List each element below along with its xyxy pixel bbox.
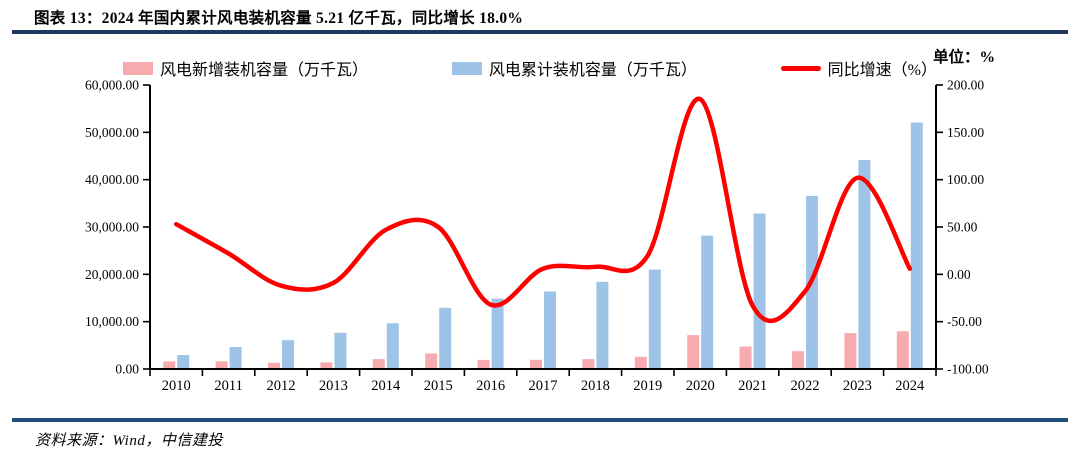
bar-new-2013 [320, 362, 333, 369]
right-tick-label: -50.00 [947, 314, 982, 329]
bar-new-2014 [372, 359, 385, 369]
bar-new-2019 [634, 356, 647, 369]
right-tick-label: 0.00 [947, 267, 971, 282]
legend-item-cumulative-capacity: 风电累计装机容量（万千瓦） [451, 56, 697, 80]
footer-separator-rule [12, 418, 1068, 422]
bar-cum-2013 [334, 332, 347, 369]
left-tick-label: 0.00 [115, 362, 139, 377]
bar-new-2011 [215, 361, 228, 369]
bar-cum-2024 [910, 122, 923, 369]
x-tick-label-2013: 2013 [319, 378, 348, 394]
bar-cum-2021 [753, 213, 766, 369]
bar-cum-2015 [439, 307, 452, 369]
x-tick-label-2012: 2012 [267, 378, 296, 394]
bar-cum-2014 [386, 323, 399, 369]
x-tick-label-2023: 2023 [843, 378, 872, 394]
x-tick-label-2020: 2020 [686, 378, 715, 394]
bar-new-2017 [530, 359, 542, 369]
x-tick-label-2010: 2010 [162, 378, 191, 394]
legend-item-growth-rate: 同比增速（%） [780, 56, 937, 80]
right-tick-label: 50.00 [947, 220, 978, 235]
x-axis-labels: 2010 2011 2012 2013 2014 2015 2016 2017 2018 2019… [162, 378, 925, 394]
left-tick-label: 10,000.00 [85, 314, 139, 329]
bar-new-2024 [896, 331, 909, 369]
bar-new-2010 [163, 361, 176, 369]
legend-swatch-growth-rate [780, 65, 821, 71]
title-separator-rule [12, 30, 1068, 34]
source-note: 资料来源：Wind，中信建投 [35, 433, 223, 449]
new-capacity-bars [163, 331, 909, 369]
legend-label-growth-rate: 同比增速（%） [827, 62, 937, 79]
unit-label: 单位：% [933, 49, 996, 66]
bar-new-2015 [425, 353, 438, 369]
x-tick-label-2022: 2022 [791, 378, 820, 394]
axes [149, 85, 937, 370]
bar-cum-2019 [648, 269, 661, 369]
x-tick-label-2014: 2014 [371, 378, 401, 394]
bar-new-2020 [687, 335, 700, 369]
bar-cum-2012 [282, 340, 294, 369]
bar-cum-2018 [596, 281, 609, 369]
bar-cum-2023 [858, 160, 871, 369]
right-tick-label: 150.00 [947, 125, 984, 140]
bar-new-2023 [844, 333, 857, 369]
legend-label-new-capacity: 风电新增装机容量（万千瓦） [160, 62, 369, 79]
x-tick-label-2011: 2011 [214, 378, 242, 394]
x-tick-label-2024: 2024 [895, 378, 925, 394]
bar-new-2018 [582, 359, 595, 369]
growth-line [173, 96, 913, 323]
bar-new-2016 [477, 359, 490, 369]
x-tick-label-2016: 2016 [476, 378, 505, 394]
x-tick-label-2015: 2015 [424, 378, 453, 394]
cumulative-capacity-bars [177, 122, 923, 369]
bar-cum-2017 [544, 291, 556, 369]
chart-legend: 风电新增装机容量（万千瓦） 风电累计装机容量（万千瓦） 同比增速（%） [123, 56, 937, 80]
bar-cum-2010 [177, 355, 190, 369]
left-tick-label: 60,000.00 [85, 78, 139, 93]
bar-cum-2011 [229, 347, 242, 369]
left-axis-labels: 60,000.00 50,000.00 40,000.00 30,000.00 20,0… [85, 78, 139, 377]
tick-marks [143, 84, 943, 376]
x-tick-label-2019: 2019 [633, 378, 662, 394]
chart-title: 图表 13：2024 年国内累计风电装机容量 5.21 亿千瓦，同比增长 18.… [34, 10, 524, 27]
bar-new-2022 [792, 351, 804, 369]
x-tick-label-2017: 2017 [529, 378, 558, 394]
right-tick-label: 200.00 [947, 78, 984, 93]
right-tick-label: 100.00 [947, 172, 984, 187]
left-tick-label: 20,000.00 [85, 267, 139, 282]
legend-label-cumulative-capacity: 风电累计装机容量（万千瓦） [488, 62, 697, 79]
left-tick-label: 50,000.00 [85, 125, 139, 140]
legend-swatch-new-capacity [123, 61, 153, 75]
left-tick-label: 30,000.00 [85, 220, 139, 235]
x-tick-label-2021: 2021 [738, 378, 767, 394]
legend-swatch-cumulative-capacity [451, 61, 482, 75]
bar-new-2021 [739, 346, 752, 369]
right-tick-label: -100.00 [947, 362, 989, 377]
x-tick-label-2018: 2018 [581, 378, 610, 394]
left-tick-label: 40,000.00 [85, 172, 139, 187]
legend-item-new-capacity: 风电新增装机容量（万千瓦） [123, 56, 368, 80]
bar-cum-2020 [701, 235, 714, 369]
bar-new-2012 [268, 362, 280, 369]
bar-cum-2016 [491, 298, 504, 369]
right-axis-labels: 200.00 150.00 100.00 50.00 0.00 -50.00 -100.00 [947, 78, 989, 377]
